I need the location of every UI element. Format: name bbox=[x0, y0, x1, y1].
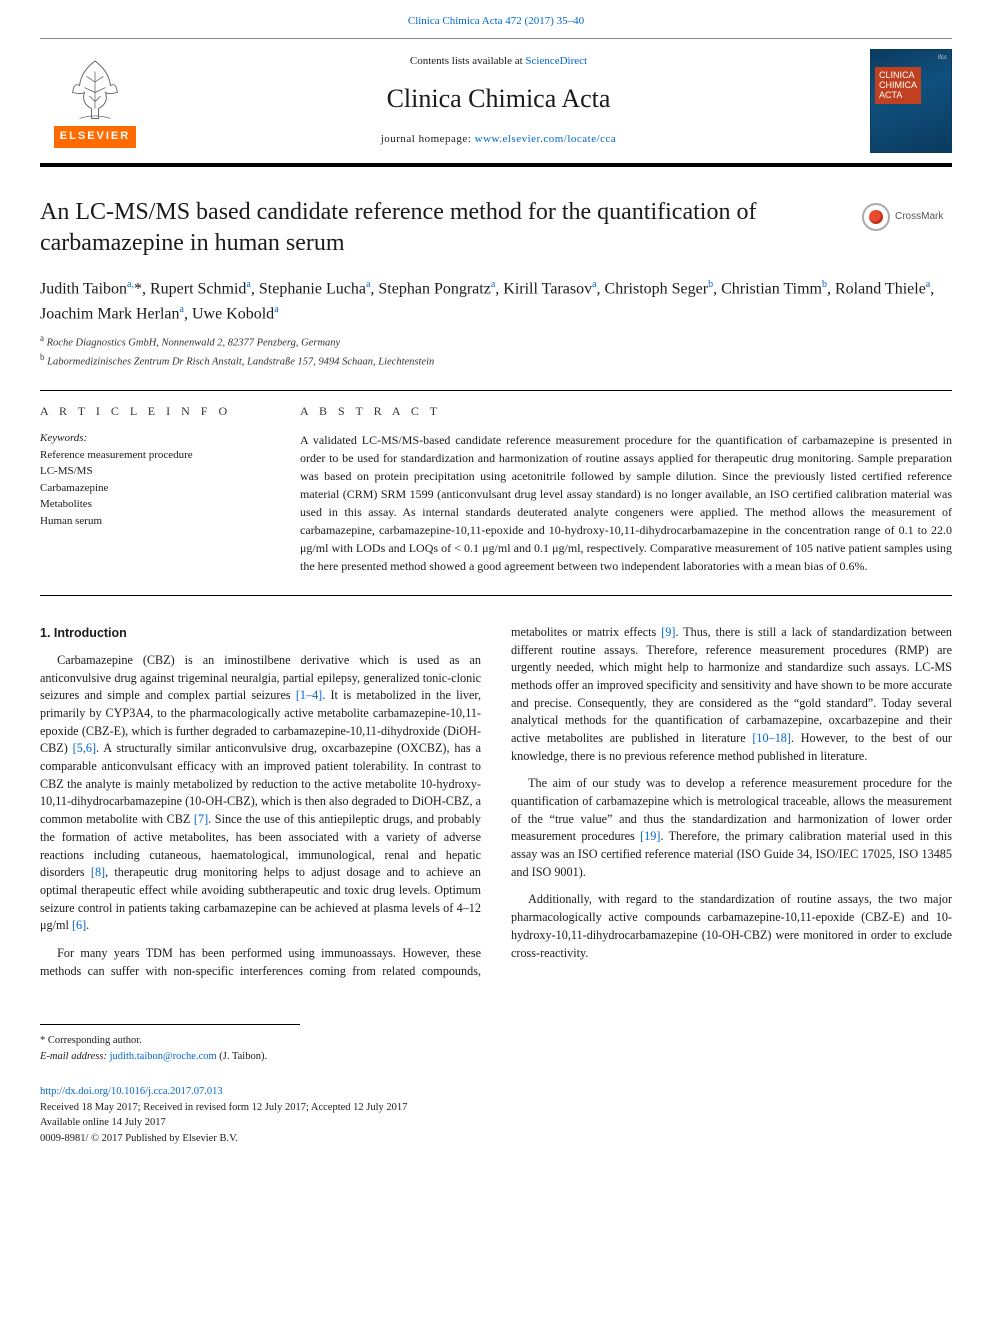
article-info-heading: A R T I C L E I N F O bbox=[40, 403, 270, 420]
affiliations: a Roche Diagnostics GmbH, Nonnenwald 2, … bbox=[40, 332, 952, 371]
homepage-link[interactable]: www.elsevier.com/locate/cca bbox=[475, 133, 617, 145]
corresponding-author: * Corresponding author. bbox=[40, 1033, 300, 1048]
crossmark-icon bbox=[862, 203, 890, 231]
elsevier-tree-icon bbox=[60, 54, 130, 124]
footnote-block: * Corresponding author. E-mail address: … bbox=[40, 1024, 300, 1063]
ref-5-6[interactable]: [5,6] bbox=[73, 741, 96, 755]
keyword: Carbamazepine bbox=[40, 480, 270, 497]
journal-cover-thumb: ifcc CLINICA CHIMICA ACTA bbox=[870, 49, 952, 153]
ref-10-18[interactable]: [10–18] bbox=[752, 731, 791, 745]
doi-link[interactable]: http://dx.doi.org/10.1016/j.cca.2017.07.… bbox=[40, 1086, 223, 1097]
email-line: E-mail address: judith.taibon@roche.com … bbox=[40, 1049, 300, 1064]
journal-title: Clinica Chimica Acta bbox=[150, 80, 847, 118]
cover-title: CLINICA CHIMICA ACTA bbox=[875, 67, 921, 104]
article-body: 1. Introduction Carbamazepine (CBZ) is a… bbox=[40, 624, 952, 981]
contents-available: Contents lists available at ScienceDirec… bbox=[150, 54, 847, 70]
intro-heading: 1. Introduction bbox=[40, 624, 481, 642]
journal-reference-link[interactable]: Clinica Chimica Acta 472 (2017) 35–40 bbox=[408, 15, 584, 27]
intro-p4: Additionally, with regard to the standar… bbox=[511, 891, 952, 962]
affiliation: a Roche Diagnostics GmbH, Nonnenwald 2, … bbox=[40, 332, 952, 351]
ref-1-4[interactable]: [1–4] bbox=[296, 688, 322, 702]
ref-6b[interactable]: [6] bbox=[72, 918, 86, 932]
publisher-block: ELSEVIER bbox=[40, 54, 150, 148]
author-list: Judith Taibona,*, Rupert Schmida, Stepha… bbox=[40, 277, 952, 326]
ref-9[interactable]: [9] bbox=[661, 625, 675, 639]
crossmark-badge[interactable]: CrossMark bbox=[862, 203, 952, 231]
masthead: ELSEVIER Contents lists available at Sci… bbox=[40, 38, 952, 167]
contents-prefix: Contents lists available at bbox=[410, 55, 525, 67]
email-label: E-mail address: bbox=[40, 1051, 110, 1062]
ref-8[interactable]: [8] bbox=[91, 865, 105, 879]
affiliation: b Labormedizinisches Zentrum Dr Risch An… bbox=[40, 351, 952, 370]
keyword: Metabolites bbox=[40, 496, 270, 513]
crossmark-label: CrossMark bbox=[895, 210, 943, 225]
ref-7[interactable]: [7] bbox=[194, 812, 208, 826]
journal-reference: Clinica Chimica Acta 472 (2017) 35–40 bbox=[0, 0, 992, 38]
elsevier-label: ELSEVIER bbox=[54, 126, 136, 148]
publication-info: http://dx.doi.org/10.1016/j.cca.2017.07.… bbox=[40, 1084, 952, 1147]
copyright-line: 0009-8981/ © 2017 Published by Elsevier … bbox=[40, 1131, 952, 1147]
email-suffix: (J. Taibon). bbox=[217, 1051, 267, 1062]
keyword: LC-MS/MS bbox=[40, 463, 270, 480]
keyword: Reference measurement procedure bbox=[40, 447, 270, 464]
divider bbox=[40, 595, 952, 596]
homepage-prefix: journal homepage: bbox=[381, 133, 475, 145]
email-link[interactable]: judith.taibon@roche.com bbox=[110, 1051, 217, 1062]
article-title: An LC-MS/MS based candidate reference me… bbox=[40, 197, 846, 259]
keyword: Human serum bbox=[40, 513, 270, 530]
cover-ifcc: ifcc bbox=[875, 54, 947, 63]
journal-homepage: journal homepage: www.elsevier.com/locat… bbox=[150, 132, 847, 148]
received-line: Received 18 May 2017; Received in revise… bbox=[40, 1100, 952, 1116]
sciencedirect-link[interactable]: ScienceDirect bbox=[525, 55, 587, 67]
available-line: Available online 14 July 2017 bbox=[40, 1115, 952, 1131]
intro-p3: The aim of our study was to develop a re… bbox=[511, 775, 952, 881]
intro-p1: Carbamazepine (CBZ) is an iminostilbene … bbox=[40, 652, 481, 935]
abstract-text: A validated LC-MS/MS-based candidate ref… bbox=[300, 431, 952, 575]
keywords-list: Reference measurement procedureLC-MS/MSC… bbox=[40, 447, 270, 530]
keywords-label: Keywords: bbox=[40, 431, 270, 447]
ref-19[interactable]: [19] bbox=[640, 829, 660, 843]
abstract-heading: A B S T R A C T bbox=[300, 403, 952, 420]
divider bbox=[40, 390, 952, 391]
